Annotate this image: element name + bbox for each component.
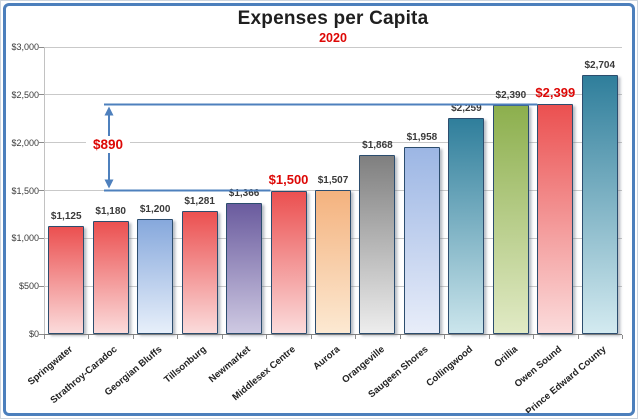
bar-value-label: $1,500 (268, 171, 309, 187)
x-tick-mark (399, 335, 401, 339)
y-axis-line (44, 47, 45, 334)
y-tick-mark (39, 190, 44, 191)
y-tick-label: $1,500 (11, 185, 39, 196)
y-tick-mark (39, 142, 44, 144)
x-tick-mark (355, 335, 357, 339)
chart-subtitle: 2020 (319, 31, 347, 45)
category-label: Prince Edward County (524, 344, 609, 418)
category-label: Aurora (311, 344, 343, 373)
gridline (44, 94, 622, 96)
annotation-arrowhead-down (104, 179, 114, 189)
x-tick-mark (533, 335, 535, 339)
y-tick-label: $3,000 (11, 42, 39, 52)
chart-title: Expenses per Capita (237, 8, 429, 29)
y-tick-mark (39, 333, 44, 335)
bar-value-label: $1,958 (406, 131, 438, 143)
bar (92, 221, 129, 334)
category-label: Newmarket (207, 344, 254, 386)
bar (403, 146, 440, 334)
y-tick-label: $2,500 (11, 89, 39, 100)
bar-value-label: $1,507 (317, 174, 349, 186)
bar-value-label: $2,259 (451, 102, 482, 114)
x-tick-mark (444, 335, 446, 339)
x-tick-mark (44, 335, 45, 339)
y-tick-label: $2,000 (11, 137, 39, 148)
bar (226, 203, 263, 334)
y-tick-mark (39, 285, 44, 287)
category-label: Tillsonburg (162, 344, 209, 386)
bar (48, 226, 85, 334)
x-tick-mark (622, 335, 623, 339)
x-tick-mark (266, 335, 268, 339)
y-tick-label: $0 (28, 329, 39, 339)
y-tick-mark (39, 237, 44, 239)
category-label: Collingwood (424, 344, 476, 390)
bar-value-label: $2,390 (495, 90, 527, 102)
bar (315, 189, 351, 334)
x-axis-line (44, 334, 622, 335)
bar (270, 190, 307, 334)
bar-value-label: $2,399 (535, 85, 576, 101)
annotation-arrowhead-up (104, 106, 114, 116)
x-tick-mark (88, 335, 90, 339)
y-tick-label: $500 (18, 281, 39, 292)
x-tick-mark (132, 335, 134, 339)
bar (181, 211, 218, 334)
x-tick-mark (577, 335, 579, 339)
bar-value-label: $1,180 (95, 206, 126, 218)
bar (359, 155, 396, 334)
bar-value-label: $1,125 (50, 211, 82, 223)
x-tick-mark (221, 335, 223, 339)
x-tick-mark (177, 335, 179, 339)
bar-value-label: $1,281 (184, 196, 215, 208)
bar (537, 104, 574, 334)
bar-value-label: $2,704 (584, 60, 616, 72)
gridline (44, 46, 622, 48)
bar (137, 219, 174, 334)
y-tick-mark (39, 94, 44, 96)
bar-value-label: $1,366 (228, 188, 260, 200)
bar (448, 117, 485, 334)
x-tick-mark (310, 335, 312, 339)
bar-value-label: $1,868 (362, 140, 393, 152)
bar-value-label: $1,200 (139, 204, 171, 216)
gridline (44, 142, 622, 144)
category-label: Orillia (492, 344, 520, 370)
y-tick-mark (39, 46, 44, 48)
annotation-difference-label: $890 (86, 136, 130, 154)
x-tick-mark (488, 335, 490, 339)
bar (581, 75, 618, 334)
bar (492, 105, 529, 334)
y-tick-label: $1,000 (11, 233, 39, 244)
